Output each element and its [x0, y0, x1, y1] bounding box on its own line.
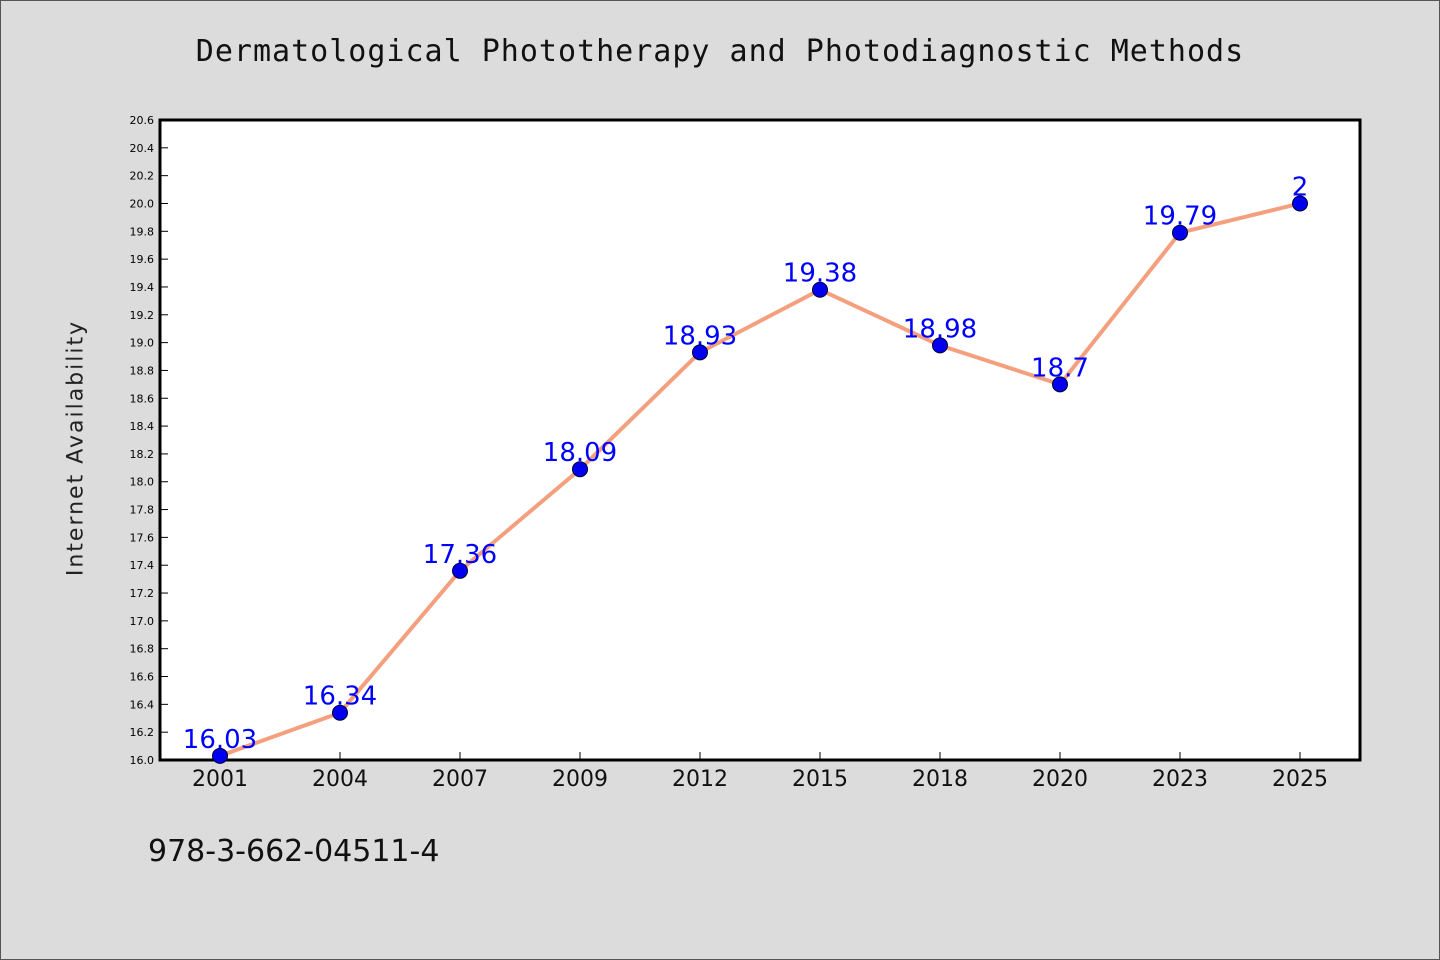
data-label: 2 — [1292, 172, 1309, 202]
y-tick-label: 18.4 — [130, 420, 155, 433]
data-label: 19.38 — [783, 259, 857, 289]
chart-title: Dermatological Phototherapy and Photodia… — [195, 34, 1245, 69]
y-tick-label: 18.2 — [130, 448, 155, 461]
data-point — [212, 747, 228, 764]
y-tick-label: 16.4 — [130, 698, 155, 711]
x-tick-label: 2004 — [312, 767, 368, 792]
data-label: 16.34 — [303, 682, 377, 712]
y-tick-label: 20.0 — [130, 197, 155, 210]
data-label: 18.7 — [1031, 353, 1089, 383]
x-tick-label: 2020 — [1032, 767, 1088, 792]
data-label: 19.79 — [1143, 202, 1217, 232]
data-point — [1172, 224, 1188, 241]
x-tick-label: 2009 — [552, 767, 608, 792]
y-tick-label: 17.8 — [130, 504, 155, 517]
y-tick-label: 20.4 — [130, 142, 155, 155]
y-tick-label: 19.4 — [130, 281, 155, 294]
data-point — [692, 344, 708, 361]
x-tick-label: 2018 — [912, 767, 968, 792]
y-tick-label: 19.8 — [130, 225, 155, 238]
y-tick-label: 18.6 — [130, 392, 155, 405]
y-tick-label: 16.6 — [130, 671, 155, 684]
plot-area — [158, 118, 1362, 762]
data-labels: 16.03 16.34 17.36 18.09 18.93 19.38 18.98 18.7 1… — [183, 172, 1308, 754]
y-tick-label: 17.4 — [130, 559, 155, 572]
data-label: 18.93 — [663, 321, 737, 351]
data-label: 18.09 — [543, 438, 617, 468]
y-tick-label: 17.0 — [130, 615, 155, 628]
data-point — [332, 704, 348, 721]
data-point — [932, 337, 948, 354]
x-tick-label: 2025 — [1272, 767, 1328, 792]
y-axis-ticks: 16.0 16.2 16.4 16.6 16.8 17.0 17.2 17.4 17.6 17.8… — [130, 114, 168, 767]
data-label: 16.03 — [183, 725, 257, 755]
series-line — [219, 201, 1301, 758]
x-tick-label: 2015 — [792, 767, 848, 792]
series-group — [212, 195, 1308, 764]
y-tick-label: 20.2 — [130, 170, 155, 183]
y-tick-label: 16.8 — [130, 643, 155, 656]
y-tick-label: 16.2 — [130, 726, 155, 739]
data-point — [452, 562, 468, 579]
x-tick-label: 2007 — [432, 767, 488, 792]
x-tick-label: 2012 — [672, 767, 728, 792]
data-point — [572, 461, 588, 478]
y-tick-label: 17.6 — [130, 531, 155, 544]
x-axis-ticks: 2001 2004 2007 2009 2012 2015 2018 2020 2023 2025 — [192, 752, 1328, 792]
data-point — [1052, 376, 1068, 393]
data-point — [812, 281, 828, 298]
y-tick-label: 18.0 — [130, 476, 155, 489]
y-tick-label: 19.6 — [130, 253, 155, 266]
data-label: 17.36 — [423, 540, 497, 570]
x-tick-label: 2001 — [192, 767, 248, 792]
y-tick-label: 16.0 — [130, 754, 155, 767]
y-tick-label: 19.2 — [130, 309, 155, 322]
data-label: 18.98 — [903, 314, 977, 344]
footer-code: 978-3-662-04511-4 — [148, 834, 440, 869]
y-tick-label: 17.2 — [130, 587, 155, 600]
y-tick-label: 19.0 — [130, 337, 155, 350]
x-tick-label: 2023 — [1152, 767, 1208, 792]
y-tick-label: 20.6 — [130, 114, 155, 127]
data-point — [1292, 195, 1308, 212]
y-tick-label: 18.8 — [130, 364, 155, 377]
